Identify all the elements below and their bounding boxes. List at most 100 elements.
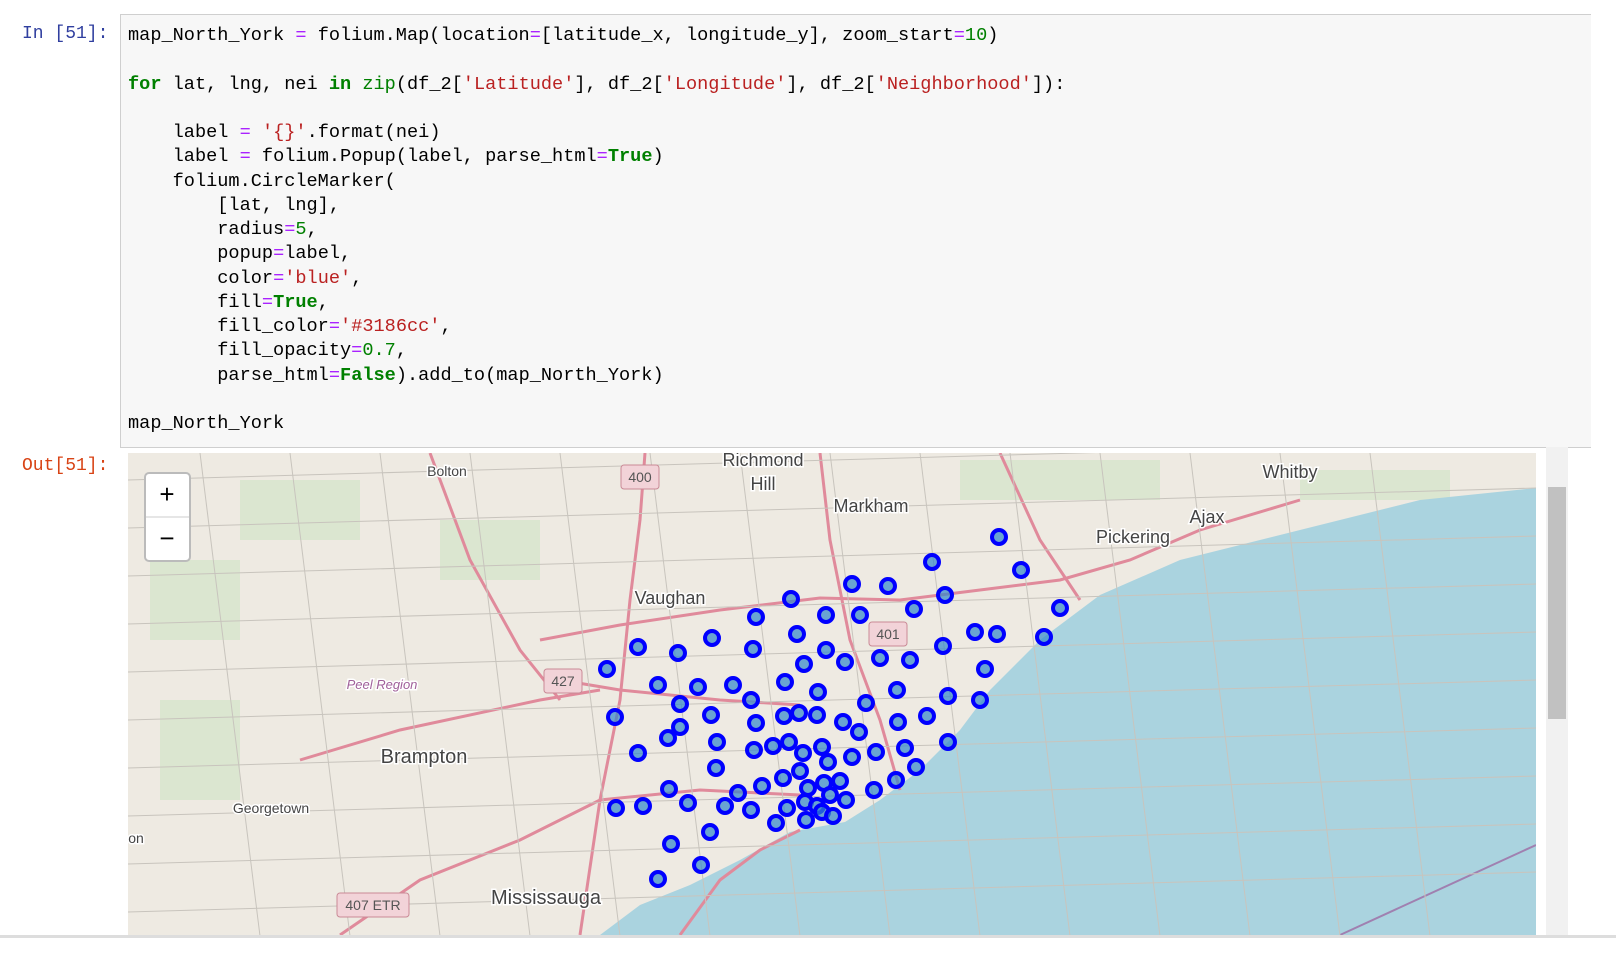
circle-marker[interactable] <box>606 708 624 726</box>
circle-marker[interactable] <box>598 660 616 678</box>
circle-marker[interactable] <box>843 575 861 593</box>
circle-marker[interactable] <box>857 694 875 712</box>
circle-marker[interactable] <box>1035 628 1053 646</box>
circle-marker[interactable] <box>795 655 813 673</box>
code-cell[interactable]: map_North_York = folium.Map(location=[la… <box>120 14 1591 448</box>
circle-marker[interactable] <box>896 739 914 757</box>
circle-marker[interactable] <box>649 870 667 888</box>
scrollbar[interactable] <box>1546 447 1568 936</box>
circle-marker[interactable] <box>669 644 687 662</box>
circle-marker[interactable] <box>744 640 762 658</box>
circle-marker[interactable] <box>887 771 905 789</box>
circle-marker[interactable] <box>808 706 826 724</box>
circle-marker[interactable] <box>939 733 957 751</box>
circle-marker[interactable] <box>867 743 885 761</box>
circle-marker[interactable] <box>821 786 839 804</box>
circle-marker[interactable] <box>764 737 782 755</box>
circle-marker[interactable] <box>879 577 897 595</box>
circle-marker[interactable] <box>865 781 883 799</box>
circle-marker[interactable] <box>797 811 815 829</box>
circle-marker[interactable] <box>813 738 831 756</box>
circle-marker[interactable] <box>966 623 984 641</box>
circle-marker[interactable] <box>708 733 726 751</box>
circle-marker[interactable] <box>934 637 952 655</box>
circle-marker[interactable] <box>707 759 725 777</box>
circle-marker[interactable] <box>871 649 889 667</box>
circle-marker[interactable] <box>692 856 710 874</box>
circle-marker[interactable] <box>923 553 941 571</box>
code-token: , <box>317 291 329 313</box>
circle-marker[interactable] <box>836 653 854 671</box>
circle-marker[interactable] <box>716 797 734 815</box>
circle-marker[interactable] <box>809 683 827 701</box>
circle-marker[interactable] <box>702 706 720 724</box>
circle-marker[interactable] <box>794 744 812 762</box>
circle-marker[interactable] <box>629 638 647 656</box>
map[interactable]: 400 401 427 407 ETR Richmond Hill Bolton Markha… <box>128 453 1536 936</box>
scroll-thumb[interactable] <box>1548 487 1566 719</box>
circle-marker[interactable] <box>850 723 868 741</box>
circle-marker[interactable] <box>1012 561 1030 579</box>
zoom-out[interactable]: − <box>159 523 174 553</box>
circle-marker[interactable] <box>703 629 721 647</box>
circle-marker[interactable] <box>776 673 794 691</box>
circle-marker[interactable] <box>662 835 680 853</box>
circle-marker[interactable] <box>790 704 808 722</box>
circle-marker[interactable] <box>907 758 925 776</box>
circle-marker[interactable] <box>817 641 835 659</box>
circle-marker[interactable] <box>990 528 1008 546</box>
circle-marker[interactable] <box>988 625 1006 643</box>
circle-marker[interactable] <box>671 695 689 713</box>
circle-marker[interactable] <box>901 651 919 669</box>
circle-marker[interactable] <box>889 713 907 731</box>
code-token: parse_html <box>128 364 329 386</box>
circle-marker[interactable] <box>607 799 625 817</box>
circle-marker[interactable] <box>689 678 707 696</box>
circle-marker[interactable] <box>905 600 923 618</box>
circle-marker[interactable] <box>649 676 667 694</box>
circle-marker[interactable] <box>659 729 677 747</box>
circle-marker[interactable] <box>791 762 809 780</box>
circle-marker[interactable] <box>837 791 855 809</box>
circle-marker[interactable] <box>819 753 837 771</box>
circle-marker[interactable] <box>831 772 849 790</box>
circle-marker[interactable] <box>834 713 852 731</box>
circle-marker[interactable] <box>1051 599 1069 617</box>
zoom-in[interactable]: + <box>159 479 174 509</box>
circle-marker[interactable] <box>936 586 954 604</box>
circle-marker[interactable] <box>976 660 994 678</box>
circle-marker[interactable] <box>701 823 719 841</box>
circle-marker[interactable] <box>747 608 765 626</box>
circle-marker[interactable] <box>817 606 835 624</box>
circle-marker[interactable] <box>774 769 792 787</box>
circle-marker[interactable] <box>788 625 806 643</box>
circle-marker[interactable] <box>634 797 652 815</box>
circle-marker[interactable] <box>742 691 760 709</box>
circle-marker[interactable] <box>851 606 869 624</box>
circle-marker[interactable] <box>724 676 742 694</box>
circle-marker[interactable] <box>753 777 771 795</box>
circle-marker[interactable] <box>843 748 861 766</box>
circle-marker[interactable] <box>778 799 796 817</box>
circle-marker[interactable] <box>775 707 793 725</box>
circle-marker[interactable] <box>799 779 817 797</box>
circle-marker[interactable] <box>918 707 936 725</box>
road <box>678 828 801 936</box>
circle-marker[interactable] <box>729 784 747 802</box>
circle-marker[interactable] <box>939 687 957 705</box>
circle-marker[interactable] <box>745 741 763 759</box>
circle-marker[interactable] <box>679 794 697 812</box>
circle-marker[interactable] <box>747 714 765 732</box>
circle-marker[interactable] <box>782 590 800 608</box>
circle-marker[interactable] <box>742 801 760 819</box>
circle-marker[interactable] <box>767 814 785 832</box>
circle-marker[interactable] <box>660 780 678 798</box>
circle-marker[interactable] <box>629 744 647 762</box>
circle-marker[interactable] <box>671 718 689 736</box>
circle-marker[interactable] <box>780 733 798 751</box>
circle-marker[interactable] <box>888 681 906 699</box>
place-label: Mississauga <box>491 887 602 909</box>
circle-marker[interactable] <box>971 691 989 709</box>
code-token: = <box>239 122 251 143</box>
circle-marker[interactable] <box>824 807 842 825</box>
